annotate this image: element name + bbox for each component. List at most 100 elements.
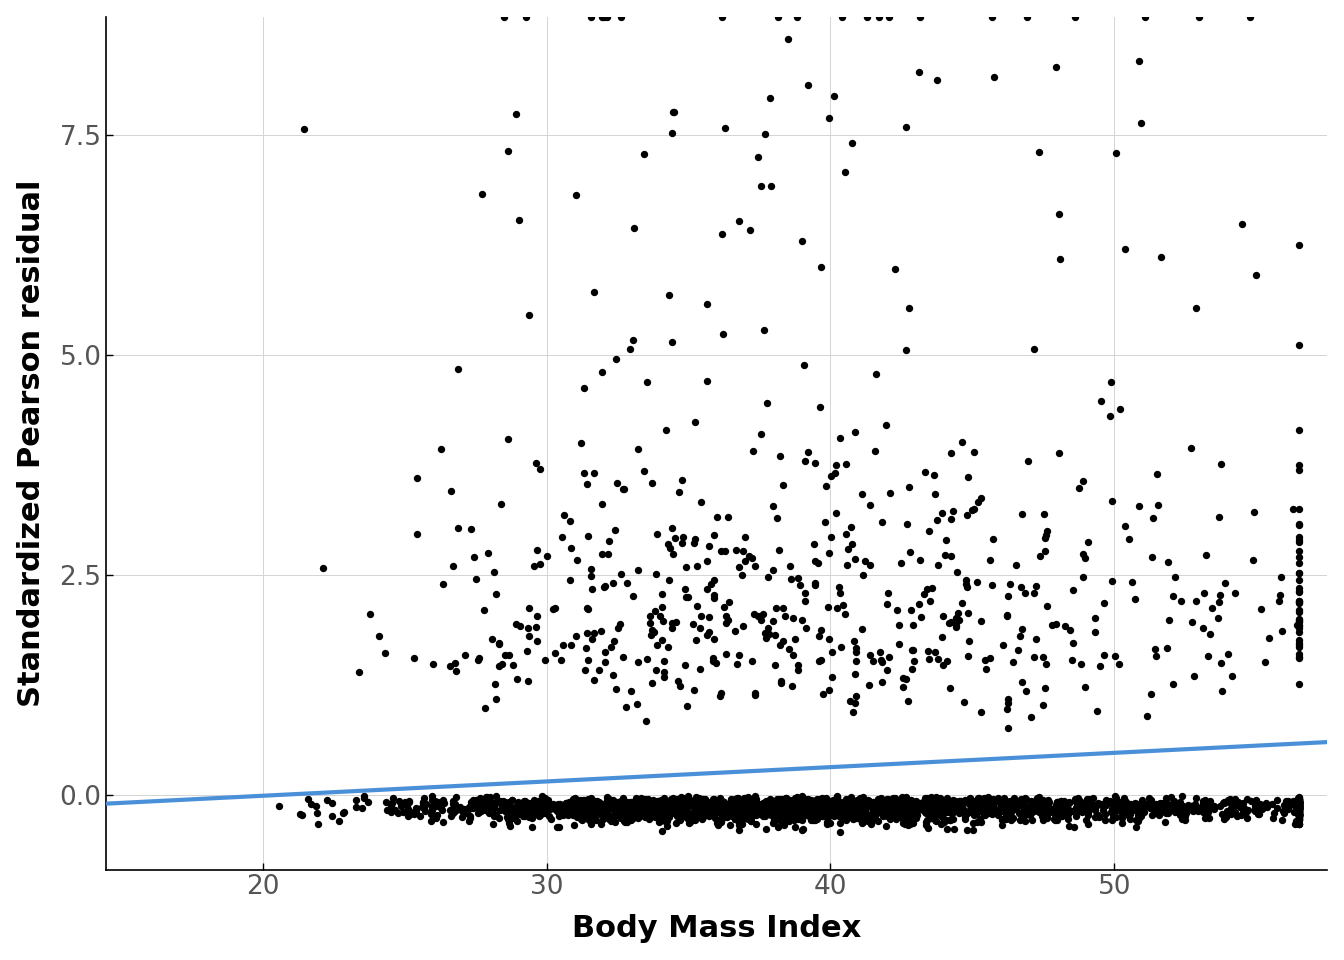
Point	[1109, 803, 1130, 818]
Point	[728, 798, 750, 813]
Point	[630, 791, 652, 806]
Point	[458, 799, 480, 814]
Point	[816, 796, 837, 811]
Point	[741, 803, 762, 818]
Point	[1067, 790, 1089, 805]
Point	[763, 801, 785, 816]
Point	[806, 555, 828, 570]
Point	[1288, 809, 1309, 825]
Point	[933, 792, 954, 807]
Point	[1078, 804, 1099, 820]
Point	[871, 796, 892, 811]
Point	[694, 803, 715, 818]
Point	[1028, 789, 1050, 804]
Point	[828, 579, 849, 594]
Point	[969, 802, 991, 817]
Point	[575, 801, 597, 816]
Point	[585, 805, 606, 821]
Point	[712, 801, 734, 816]
Point	[852, 487, 874, 502]
Point	[508, 806, 530, 822]
Point	[876, 662, 898, 678]
Point	[1159, 612, 1180, 628]
Point	[964, 793, 985, 808]
Point	[657, 801, 679, 816]
Point	[474, 792, 496, 807]
Point	[1177, 798, 1199, 813]
Point	[761, 807, 782, 823]
Point	[862, 813, 883, 828]
Point	[579, 796, 601, 811]
Point	[321, 796, 343, 811]
Point	[1040, 802, 1062, 817]
Point	[1105, 649, 1126, 664]
Point	[688, 792, 710, 807]
Point	[946, 796, 968, 811]
Point	[1047, 794, 1068, 809]
Point	[969, 802, 991, 817]
Point	[582, 798, 603, 813]
Point	[688, 790, 710, 805]
Point	[793, 357, 814, 372]
Point	[624, 808, 645, 824]
Point	[852, 804, 874, 819]
Point	[1288, 792, 1309, 807]
Point	[789, 797, 810, 812]
Point	[495, 804, 516, 819]
Point	[1156, 794, 1177, 809]
Point	[989, 795, 1011, 810]
Point	[1254, 654, 1275, 669]
Point	[761, 801, 782, 816]
Point	[1116, 803, 1137, 818]
Point	[507, 802, 528, 817]
Point	[731, 799, 753, 814]
Point	[664, 796, 685, 811]
Point	[1288, 797, 1309, 812]
Point	[636, 799, 657, 814]
Point	[739, 804, 761, 819]
Point	[878, 650, 899, 665]
Point	[1001, 799, 1023, 814]
Point	[526, 634, 547, 649]
Point	[673, 793, 695, 808]
Point	[845, 799, 867, 814]
Point	[1288, 800, 1309, 815]
Point	[910, 796, 931, 811]
Point	[1032, 798, 1054, 813]
Point	[879, 795, 900, 810]
Point	[883, 804, 905, 819]
Point	[829, 585, 851, 600]
Point	[894, 797, 915, 812]
Point	[482, 800, 504, 815]
Point	[948, 804, 969, 819]
Point	[1083, 803, 1105, 818]
Point	[614, 798, 636, 813]
Point	[1141, 793, 1163, 808]
Point	[581, 799, 602, 814]
Point	[1068, 796, 1090, 811]
Point	[950, 804, 972, 819]
Point	[610, 810, 632, 826]
Point	[1136, 708, 1157, 724]
Point	[731, 816, 753, 831]
Point	[1288, 810, 1309, 826]
Point	[628, 655, 649, 670]
Point	[657, 537, 679, 552]
Point	[970, 814, 992, 829]
Point	[894, 800, 915, 815]
Point	[641, 622, 663, 637]
Point	[845, 797, 867, 812]
Point	[593, 579, 614, 594]
Point	[532, 805, 554, 821]
Point	[894, 816, 915, 831]
Point	[956, 572, 977, 588]
Point	[844, 808, 866, 824]
Point	[785, 800, 806, 815]
Point	[482, 816, 504, 831]
Point	[517, 600, 539, 615]
Point	[421, 802, 442, 817]
Point	[656, 813, 677, 828]
Point	[720, 799, 742, 814]
Point	[794, 792, 816, 807]
Point	[1149, 807, 1171, 823]
